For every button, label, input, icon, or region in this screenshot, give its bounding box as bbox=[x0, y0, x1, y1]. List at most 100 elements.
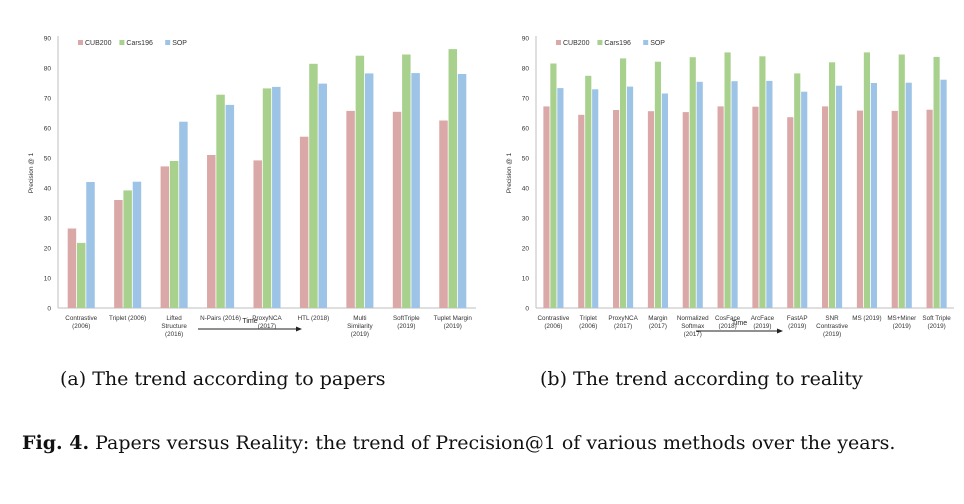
bar-sop-5 bbox=[731, 81, 738, 308]
bar-cars196-7 bbox=[794, 73, 801, 309]
bar-cars196-4 bbox=[689, 57, 696, 309]
y-tick-label: 60 bbox=[44, 126, 52, 133]
y-tick-label: 50 bbox=[522, 156, 530, 163]
x-category-label: SNR Contrastive (2019) bbox=[816, 315, 848, 338]
bar-sop-5 bbox=[318, 83, 327, 308]
bar-cars196-1 bbox=[123, 190, 132, 308]
bar-sop-6 bbox=[766, 80, 773, 309]
bar-cub200-0 bbox=[543, 106, 550, 309]
bar-cub200-5 bbox=[717, 106, 724, 309]
bar-cars196-8 bbox=[448, 49, 458, 308]
legend-swatch-cub200 bbox=[78, 40, 83, 45]
subcaption-b: (b) The trend according to reality bbox=[540, 368, 863, 390]
y-tick-label: 30 bbox=[44, 216, 52, 223]
x-category-label: Contrastive (2006) bbox=[537, 315, 569, 330]
x-category-label: SoftTriple (2019) bbox=[393, 315, 420, 330]
bar-cars196-3 bbox=[654, 61, 661, 309]
bar-cub200-8 bbox=[439, 120, 448, 308]
bar-cub200-4 bbox=[682, 112, 689, 308]
bar-cars196-2 bbox=[169, 161, 179, 308]
y-tick-label: 0 bbox=[47, 306, 51, 313]
bar-sop-1 bbox=[132, 181, 142, 308]
bar-sop-3 bbox=[225, 104, 235, 309]
chart-svg: 0 10 20 30 40 50 60 70 80 90 Precision @ 1 Contrast… bbox=[506, 36, 954, 338]
bar-sop-7 bbox=[801, 91, 808, 308]
bar-sop-10 bbox=[905, 82, 912, 308]
x-category-label: MS (2019) bbox=[852, 315, 881, 322]
bar-sop-2 bbox=[179, 121, 188, 308]
bar-cars196-6 bbox=[355, 55, 365, 309]
y-tick-label: 80 bbox=[522, 66, 530, 73]
bar-cub200-2 bbox=[160, 166, 170, 308]
time-arrow-head bbox=[777, 328, 783, 334]
bar-sop-8 bbox=[457, 74, 467, 308]
bar-sop-6 bbox=[364, 73, 374, 309]
bar-cub200-6 bbox=[346, 110, 355, 309]
y-tick-label: 50 bbox=[44, 156, 52, 163]
legend-label-sop: SOP bbox=[650, 40, 665, 47]
time-arrow-head bbox=[296, 326, 302, 332]
x-axis-label: Time bbox=[732, 320, 747, 327]
bar-sop-11 bbox=[940, 79, 947, 308]
legend-swatch-sop bbox=[643, 40, 649, 45]
bar-cub200-1 bbox=[578, 114, 585, 308]
chart-reality: 0 10 20 30 40 50 60 70 80 90 Precision @ 1 Contrast… bbox=[500, 26, 960, 356]
chart-papers: 0 10 20 30 40 50 60 70 80 90 Precision @ 1 Contrast… bbox=[22, 26, 482, 356]
x-category-label: Multi Similarity (2019) bbox=[347, 315, 373, 338]
bar-sop-4 bbox=[272, 86, 281, 309]
bar-sop-9 bbox=[870, 83, 877, 308]
legend-swatch-sop bbox=[165, 40, 171, 45]
figure-label: Fig. 4. bbox=[22, 432, 90, 454]
bar-cub200-3 bbox=[647, 111, 655, 308]
bar-cars196-7 bbox=[402, 54, 411, 308]
y-tick-label: 70 bbox=[522, 96, 530, 103]
legend-label-cub200: CUB200 bbox=[85, 40, 112, 47]
x-category-label: Soft Triple (2019) bbox=[922, 315, 951, 330]
y-tick-label: 0 bbox=[525, 306, 529, 313]
x-axis-label: Time bbox=[242, 318, 257, 325]
x-category-label: Triplet (2006) bbox=[109, 315, 146, 322]
x-category-label: Normalized Softmax (2017) bbox=[677, 315, 709, 338]
x-category-label: Lifted Structure (2016) bbox=[161, 315, 187, 338]
y-tick-label: 10 bbox=[522, 276, 530, 283]
subcaption-a: (a) The trend according to papers bbox=[60, 368, 386, 390]
x-category-label: Contrastive (2006) bbox=[65, 315, 97, 330]
figure-caption-text: Papers versus Reality: the trend of Prec… bbox=[95, 432, 896, 454]
bar-sop-0 bbox=[86, 182, 95, 308]
legend-label-cars196: Cars196 bbox=[604, 40, 631, 47]
x-category-label: ProxyNCA (2017) bbox=[608, 315, 638, 330]
bar-sop-4 bbox=[696, 81, 703, 308]
y-axis-label: Precision @ 1 bbox=[506, 152, 513, 193]
bar-cub200-6 bbox=[752, 106, 759, 308]
bar-cub200-7 bbox=[392, 111, 402, 308]
bar-cars196-11 bbox=[933, 56, 940, 309]
bar-cars196-5 bbox=[724, 52, 731, 309]
bar-cub200-11 bbox=[926, 109, 933, 308]
legend-label-cars196: Cars196 bbox=[126, 40, 153, 47]
bar-cars196-3 bbox=[216, 94, 225, 308]
y-tick-label: 90 bbox=[522, 36, 530, 43]
bar-cub200-5 bbox=[299, 136, 309, 308]
bar-cars196-2 bbox=[620, 58, 627, 309]
chart-svg: 0 10 20 30 40 50 60 70 80 90 Precision @ 1 Contrast… bbox=[28, 36, 476, 338]
x-category-label: MS+Miner (2019) bbox=[887, 315, 916, 330]
y-tick-label: 10 bbox=[44, 276, 52, 283]
x-category-label: HTL (2018) bbox=[298, 315, 330, 322]
y-tick-label: 20 bbox=[522, 246, 530, 253]
y-axis-label: Precision @ 1 bbox=[28, 152, 35, 193]
legend-label-sop: SOP bbox=[172, 40, 187, 47]
bar-cars196-1 bbox=[585, 75, 592, 308]
bar-sop-3 bbox=[661, 93, 668, 308]
bar-cub200-9 bbox=[856, 110, 864, 308]
y-tick-label: 70 bbox=[44, 96, 52, 103]
bar-cars196-4 bbox=[262, 88, 272, 309]
y-tick-label: 30 bbox=[522, 216, 530, 223]
bar-cars196-0 bbox=[550, 63, 557, 308]
y-tick-label: 40 bbox=[522, 186, 530, 193]
figure-caption: Fig. 4. Papers versus Reality: the trend… bbox=[22, 430, 946, 457]
y-tick-label: 80 bbox=[44, 66, 52, 73]
y-tick-label: 20 bbox=[44, 246, 52, 253]
bar-cub200-4 bbox=[253, 160, 262, 308]
legend-swatch-cars196 bbox=[597, 40, 603, 45]
x-category-label: ProxyNCA (2017) bbox=[252, 315, 282, 330]
